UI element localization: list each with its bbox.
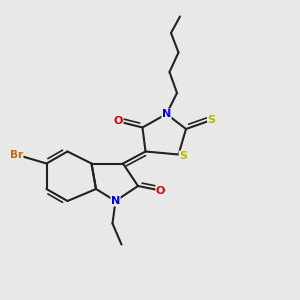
Text: N: N [162,109,171,119]
Text: O: O [114,116,123,127]
Text: Br: Br [10,149,23,160]
Text: N: N [111,196,120,206]
Text: S: S [179,151,187,161]
Text: O: O [156,185,165,196]
Text: S: S [208,115,215,125]
